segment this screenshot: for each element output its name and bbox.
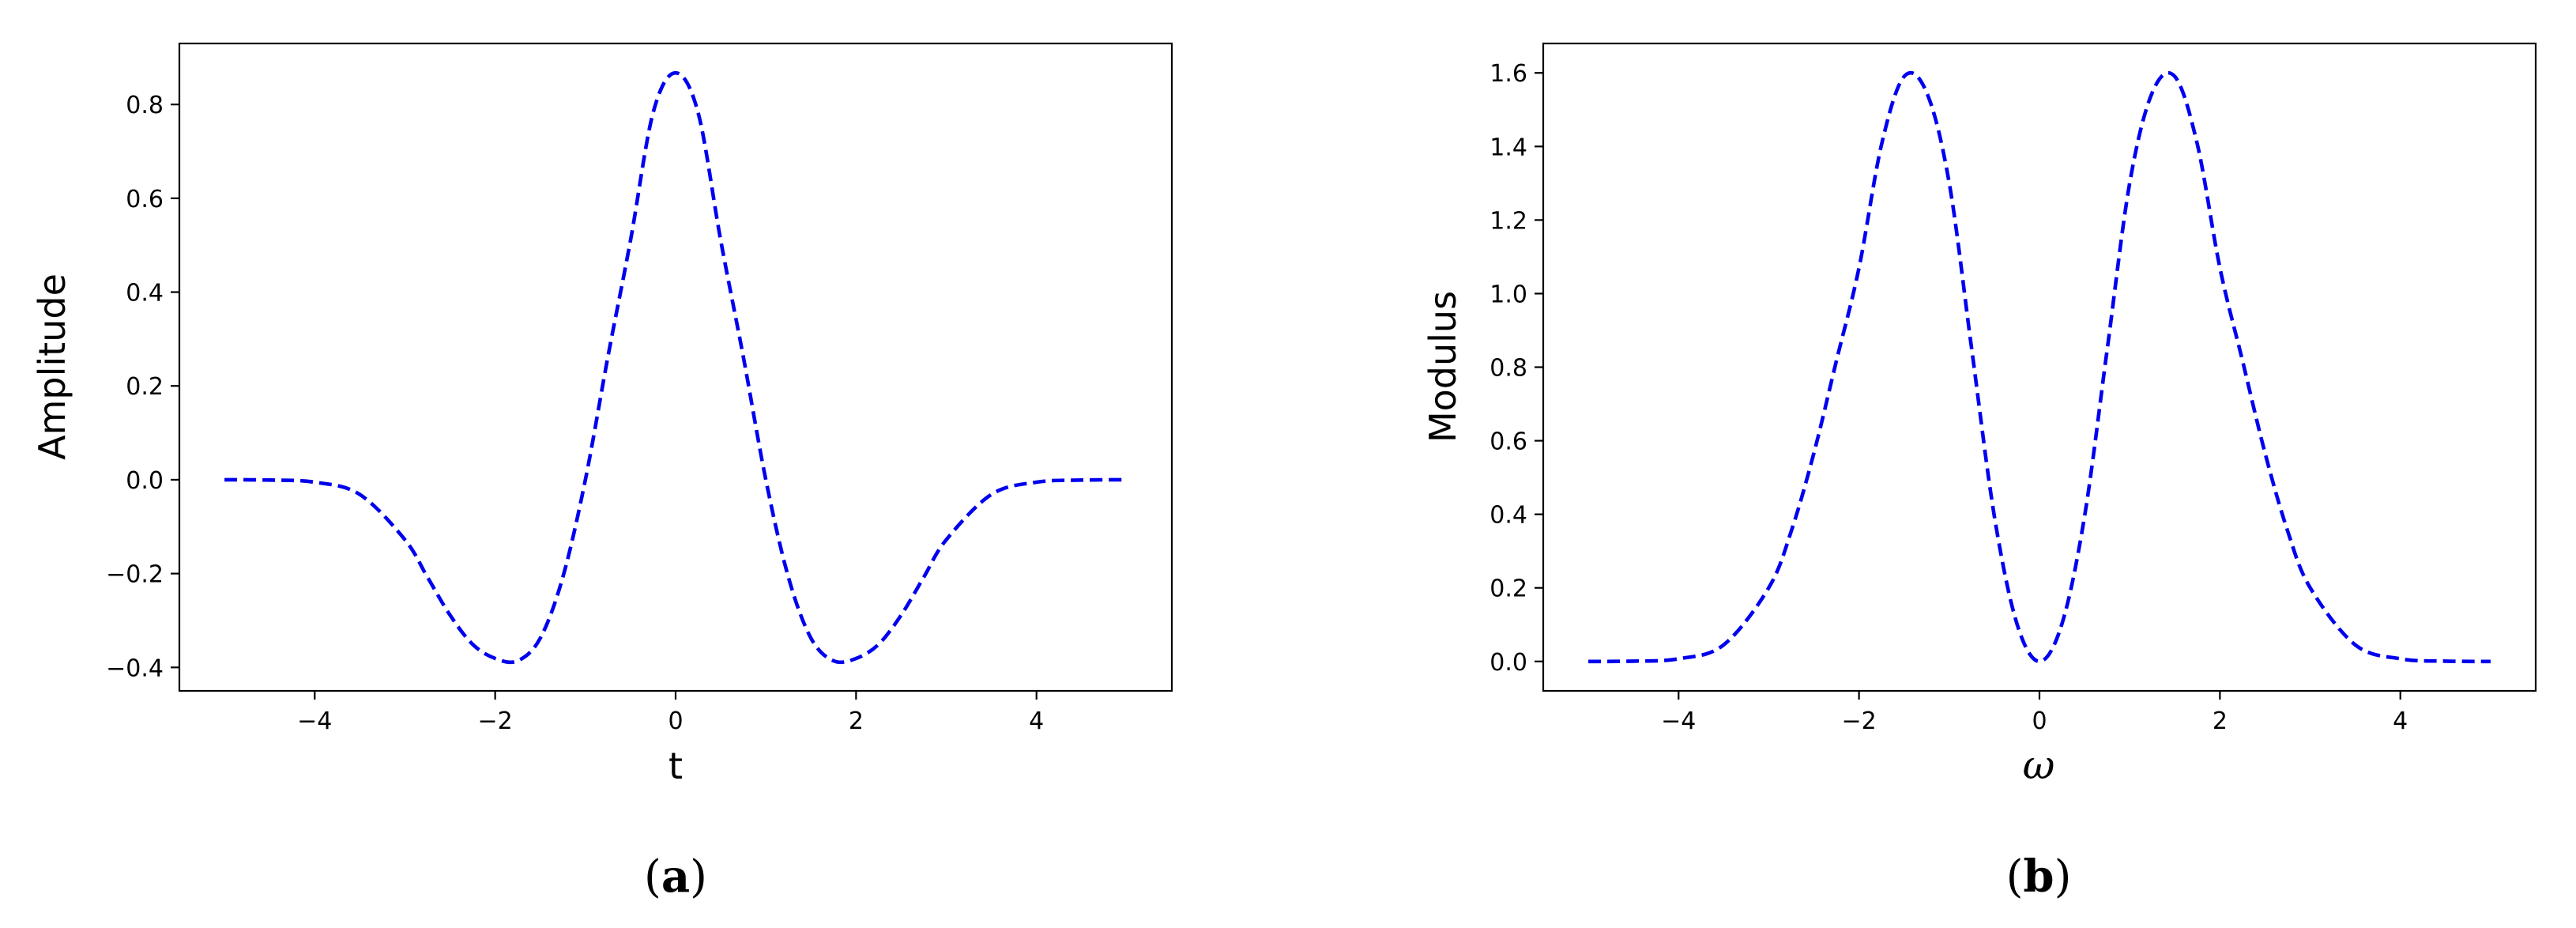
panel-a-y-tick-label: −0.4 (106, 655, 164, 682)
panel-a-y-ticks: −0.4 −0.2 0.0 0.2 0.4 0.6 0.8 (106, 92, 179, 682)
panel-a-y-tick-label: 0.4 (126, 280, 164, 307)
panel-a-x-tick-label: 2 (849, 707, 864, 735)
panel-a-series-line (224, 70, 1127, 665)
panel-b-y-tick-label: 0.0 (1489, 649, 1527, 677)
panel-b-y-axis-label: Modulus (1422, 291, 1464, 443)
panel-b-y-tick-label: 1.6 (1489, 60, 1527, 88)
panel-a-y-tick-label: 0.8 (126, 92, 164, 119)
panel-a-chart: −0.4 −0.2 0.0 0.2 0.4 0.6 0.8 −4 −2 0 2 4 t Amplit… (31, 42, 1173, 903)
panel-b-x-tick-label: 4 (2393, 707, 2408, 735)
panel-a-x-tick-label: −4 (297, 707, 332, 735)
panel-a-y-axis-label: Amplitude (31, 273, 73, 460)
panel-a-caption-open: ( (644, 851, 661, 903)
panel-b-y-tick-label: 1.0 (1489, 281, 1527, 308)
panel-b-x-ticks: −4 −2 0 2 4 (1661, 691, 2408, 735)
panel-a-x-tick-label: 0 (668, 707, 683, 735)
panel-a-x-axis-label: t (668, 745, 683, 787)
panel-b-y-tick-label: 0.4 (1489, 502, 1527, 530)
panel-b-series-line (1588, 70, 2491, 664)
panel-b-y-tick-label: 1.4 (1489, 134, 1527, 161)
panel-b-y-tick-label: 0.2 (1489, 575, 1527, 603)
panel-a-y-tick-label: 0.6 (126, 186, 164, 213)
panel-a-y-tick-label: −0.2 (106, 561, 164, 589)
panel-b-y-tick-label: 0.8 (1489, 355, 1527, 383)
panel-a-caption: (a) (644, 851, 707, 903)
panel-b-caption-letter: b (2023, 851, 2054, 903)
panel-a-x-ticks: −4 −2 0 2 4 (297, 691, 1044, 735)
panel-b-plot-frame (1542, 42, 2537, 692)
panel-b-caption-close: ) (2054, 851, 2072, 903)
panel-b-y-tick-label: 1.2 (1489, 207, 1527, 235)
panel-b-chart: 0.0 0.2 0.4 0.6 0.8 1.0 1.2 1.4 1.6 −4 −2 0 2 4 ω Mo… (1422, 42, 2537, 903)
panel-a-plot-frame (178, 42, 1173, 692)
panel-b-caption: (b) (2006, 851, 2072, 903)
panel-a-x-tick-label: 4 (1029, 707, 1044, 735)
panel-a-caption-letter: a (661, 851, 690, 903)
panel-b-y-tick-label: 0.6 (1489, 428, 1527, 456)
panel-a-y-tick-label: 0.2 (126, 373, 164, 401)
panel-b-x-tick-label: −2 (1842, 707, 1877, 735)
panel-a-x-tick-label: −2 (478, 707, 513, 735)
panel-b-x-axis-label: ω (2023, 742, 2055, 788)
panel-a-y-tick-label: 0.0 (126, 467, 164, 495)
panel-a-caption-close: ) (690, 851, 707, 903)
panel-b-caption-open: ( (2006, 851, 2024, 903)
panel-b-y-ticks: 0.0 0.2 0.4 0.6 0.8 1.0 1.2 1.4 1.6 (1489, 60, 1543, 677)
panel-b-x-tick-label: 0 (2032, 707, 2047, 735)
panel-b-x-tick-label: 2 (2213, 707, 2228, 735)
panel-b-x-tick-label: −4 (1661, 707, 1696, 735)
